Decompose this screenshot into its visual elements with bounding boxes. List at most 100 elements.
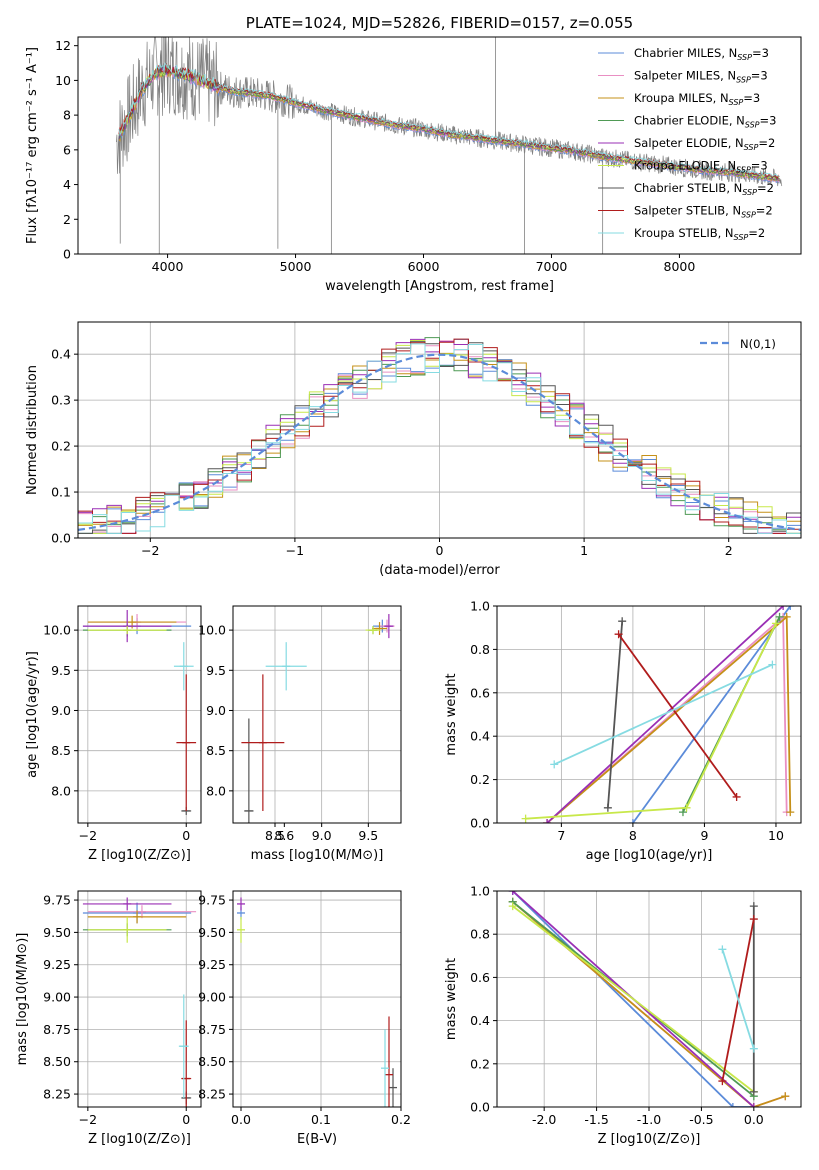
plus-marker (749, 1044, 758, 1053)
y-axis-label: mass weight (444, 958, 459, 1040)
x-tick-label: 0.0 (231, 1112, 251, 1127)
y-tick-label: 0.3 (51, 393, 71, 408)
point-kroupa-stelib (173, 642, 194, 691)
y-tick-label: 8.5 (51, 743, 71, 758)
x-tick-label: -2.0 (532, 1112, 556, 1127)
y-tick-label: 0.4 (51, 347, 71, 362)
y-tick-label: 0.8 (470, 927, 490, 942)
plus-marker (718, 1077, 727, 1086)
y-tick-label: 10 (55, 73, 71, 88)
x-axis-label: Z [log10(Z/Z⊙)] (88, 848, 191, 863)
y-tick-label: 8.50 (43, 1054, 71, 1069)
y-tick-label: 8.50 (198, 1054, 226, 1069)
y-tick-label: 6 (63, 142, 71, 157)
y-tick-label: 0.6 (470, 970, 490, 985)
point-salpeter-stelib (241, 674, 285, 811)
y-tick-label: 1.0 (470, 599, 490, 614)
series-line (512, 901, 786, 1107)
y-tick-label: 9.25 (43, 957, 71, 972)
ticks: −2 −1 0 1 2 0.0 0.1 0.2 0.3 0.4 (51, 347, 733, 558)
residual-histogram-salpeter-stelib (78, 338, 801, 534)
plot-frame (232, 890, 402, 1108)
point-kroupa-elodie (87, 626, 167, 635)
plus-marker (618, 617, 627, 626)
legend: Chabrier MILES, NSSP=3 Salpeter MILES, NS… (598, 46, 776, 242)
plot-frame (77, 605, 202, 824)
legend-entry: Chabrier MILES, NSSP=3 (634, 46, 769, 62)
x-tick-label: -1.5 (584, 1112, 608, 1127)
grid-lines (78, 606, 201, 823)
legend-entry: Kroupa ELODIE, NSSP=3 (634, 159, 768, 175)
y-tick-label: 0.0 (51, 531, 71, 546)
y-tick-label: 8 (63, 108, 71, 123)
y-tick-label: 10.0 (198, 623, 226, 638)
plus-marker (603, 803, 612, 812)
legend-entry: N(0,1) (740, 337, 776, 351)
ticks: 8.5 9.0 9.5 8.6 8.0 8.5 9.0 9.5 10.0 (198, 623, 378, 843)
x-tick-label: 8000 (664, 259, 696, 274)
plus-marker (682, 803, 691, 812)
plot-frame (77, 890, 202, 1108)
plus-marker (749, 915, 758, 924)
y-tick-label: 8.5 (206, 743, 226, 758)
plot-area (241, 614, 395, 823)
plus-marker (782, 612, 791, 621)
series-line (632, 606, 792, 823)
y-tick-label: 8.75 (198, 1022, 226, 1037)
plus-marker (628, 819, 637, 823)
legend-entry: Kroupa MILES, NSSP=3 (634, 91, 760, 107)
x-tick-label: 8.5 (265, 828, 285, 843)
series-line (546, 614, 792, 823)
point-kroupa-stelib (381, 1029, 389, 1107)
legend-entry: Salpeter ELODIE, NSSP=2 (634, 136, 775, 152)
series-kroupa-stelib (718, 945, 758, 1053)
x-tick-label: −2 (79, 1112, 97, 1127)
x-tick-label: −1 (286, 543, 304, 558)
model-fit-kroupa-stelib (118, 62, 780, 177)
y-tick-label: 1.0 (470, 884, 490, 899)
y-tick-label: 0.2 (51, 439, 71, 454)
plus-marker (771, 619, 780, 628)
plus-marker (749, 902, 758, 911)
x-tick-label: 0 (182, 828, 190, 843)
y-tick-label: 12 (55, 38, 71, 53)
series-chabrier-miles (628, 606, 795, 823)
plot-area (521, 606, 795, 823)
mass-vs-ebv-panel: 0.0 0.1 0.2 8.25 8.50 8.75 9.00 9.25 9.50 9.75 E(B… (198, 890, 411, 1147)
y-tick-label: 0.0 (470, 816, 490, 831)
x-tick-label: 9.0 (312, 828, 332, 843)
x-tick-label: 0.0 (744, 1112, 764, 1127)
plus-marker (749, 1103, 758, 1107)
x-tick-label: 0.2 (391, 1112, 411, 1127)
spectrum-panel: Chabrier MILES, NSSP=3 Salpeter MILES, NS… (25, 14, 802, 294)
plus-marker (749, 1087, 758, 1096)
plot-area (508, 891, 790, 1107)
y-tick-label: 10.0 (43, 623, 71, 638)
x-tick-label: 6000 (408, 259, 440, 274)
plus-marker (678, 808, 687, 817)
plot-frame (77, 36, 802, 255)
y-tick-label: 9.00 (198, 990, 226, 1005)
y-tick-label: 9.75 (43, 893, 71, 908)
point-kroupa-stelib (265, 642, 307, 691)
y-tick-label: 9.00 (43, 990, 71, 1005)
point-salpeter-elodie (237, 897, 245, 911)
grid-lines (233, 891, 402, 1107)
series-kroupa-miles (543, 612, 795, 823)
x-tick-label: −2 (79, 828, 97, 843)
grid-lines (497, 890, 801, 1108)
normal-curve (78, 353, 801, 531)
legend-entry: Salpeter MILES, NSSP=3 (634, 69, 768, 85)
x-axis-label: E(B-V) (297, 1132, 337, 1147)
point-kroupa-stelib (178, 994, 189, 1098)
point-kroupa-elodie (87, 916, 167, 943)
legend-entry: Chabrier STELIB, NSSP=2 (634, 181, 774, 197)
legend-entry: Salpeter STELIB, NSSP=2 (634, 204, 773, 220)
series-line (721, 949, 755, 1049)
ticks: 4000 5000 6000 7000 8000 0 2 4 6 8 10 12 (55, 38, 695, 274)
y-tick-label: 9.0 (51, 703, 71, 718)
plot-area (82, 897, 197, 1107)
x-tick-label: −2 (141, 543, 159, 558)
point-salpeter-miles (87, 905, 197, 919)
plus-marker (786, 808, 795, 817)
